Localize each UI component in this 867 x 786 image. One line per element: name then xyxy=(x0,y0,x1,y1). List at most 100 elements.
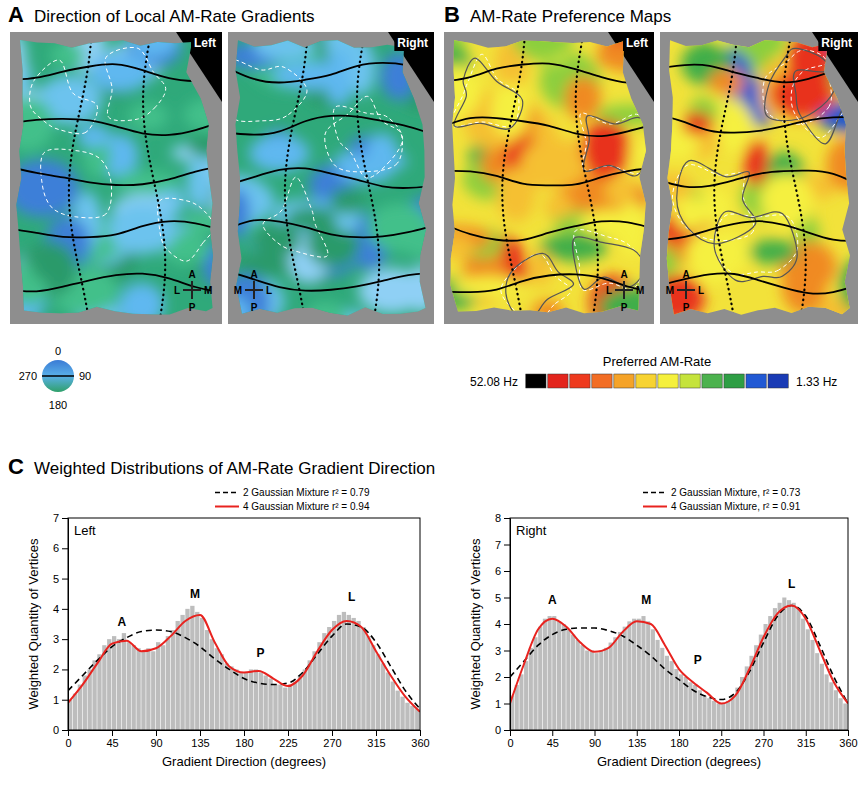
tick: 5 xyxy=(53,573,68,585)
bar xyxy=(787,600,791,730)
tick-mark xyxy=(62,700,68,701)
panel-letter: A xyxy=(8,2,24,27)
bar xyxy=(308,660,312,730)
bar xyxy=(712,701,716,730)
boundary-line xyxy=(10,119,222,135)
annotation-background xyxy=(546,593,559,607)
bar xyxy=(529,648,533,730)
hemisphere-label: Right xyxy=(821,36,852,50)
tick: 360 xyxy=(411,730,429,749)
map-blob xyxy=(381,53,417,101)
map-surface xyxy=(0,11,250,327)
x-axis-title: Gradient Direction (degrees) xyxy=(162,754,326,769)
bar xyxy=(632,619,636,730)
wheel-line xyxy=(42,375,74,377)
region-contour xyxy=(714,214,798,275)
bar xyxy=(562,624,566,730)
tick-label: 7 xyxy=(495,539,501,551)
fit-curve xyxy=(510,605,848,703)
boundary-line xyxy=(228,168,434,188)
bar xyxy=(585,651,589,731)
map-blobs xyxy=(0,11,250,327)
legend-swatch xyxy=(215,492,239,494)
bar xyxy=(820,664,824,730)
bar xyxy=(646,621,650,730)
boundary-line xyxy=(228,271,434,290)
tick: 3 xyxy=(495,645,510,657)
map-blob xyxy=(682,112,713,135)
bar xyxy=(327,627,331,730)
legend: 2 Gaussian Mixture, r² = 0.734 Gaussian … xyxy=(643,487,801,512)
bar xyxy=(73,694,77,730)
bar xyxy=(102,645,106,730)
bar xyxy=(759,635,763,730)
bar xyxy=(239,672,243,730)
colorbar-cell xyxy=(614,374,634,388)
dotted-line xyxy=(714,32,737,324)
bar xyxy=(244,672,248,730)
compass: APML xyxy=(234,269,272,313)
fit-curve xyxy=(510,605,848,703)
gray-contour xyxy=(793,64,861,144)
tick-label: 180 xyxy=(235,737,253,749)
annotation: A xyxy=(548,593,557,607)
tick: 0 xyxy=(495,724,510,736)
compass-label: A xyxy=(682,269,689,280)
gray-contour xyxy=(583,115,650,176)
map-blob xyxy=(129,11,179,58)
bar xyxy=(764,624,768,730)
bar xyxy=(205,630,209,730)
colorbar-cell xyxy=(570,374,590,388)
annotation: M xyxy=(190,587,200,601)
bar xyxy=(176,621,180,730)
bar xyxy=(604,648,608,730)
brain-map: LeftAPLM xyxy=(420,13,674,330)
bar xyxy=(843,704,847,731)
bar xyxy=(595,653,599,730)
tick-label: 2 xyxy=(53,663,59,675)
colorbar-cell xyxy=(526,374,546,388)
tick: 6 xyxy=(53,542,68,554)
bar xyxy=(303,669,307,730)
tick: 0 xyxy=(507,730,513,749)
colorbar-cell xyxy=(658,374,678,388)
annotation-background xyxy=(692,653,704,667)
tick-label: 0 xyxy=(495,724,501,736)
tick-label: 5 xyxy=(53,573,59,585)
boundary-line xyxy=(660,171,858,188)
tick: 135 xyxy=(191,730,209,749)
bar xyxy=(519,674,523,730)
bar xyxy=(839,698,843,730)
bar xyxy=(627,621,631,730)
bar xyxy=(391,682,395,730)
tick: 2 xyxy=(495,671,510,683)
axis-line xyxy=(511,731,849,737)
tick: 1 xyxy=(495,698,510,710)
bar xyxy=(122,633,126,730)
bar xyxy=(166,636,170,730)
bar xyxy=(768,616,772,730)
map-blob xyxy=(532,300,564,325)
bar xyxy=(366,636,370,730)
annotation: A xyxy=(117,615,126,629)
boundary-line xyxy=(660,115,858,133)
dotted-line xyxy=(502,32,525,324)
bar xyxy=(660,648,664,730)
tick-mark xyxy=(244,730,245,736)
bar xyxy=(778,603,782,730)
tick: 315 xyxy=(797,730,815,749)
tick-mark xyxy=(504,624,510,625)
boundary-line xyxy=(660,63,858,82)
bar xyxy=(136,648,140,730)
map-blob xyxy=(225,188,249,238)
bar xyxy=(825,674,829,730)
chart-title: Left xyxy=(74,523,96,538)
bar xyxy=(210,639,214,730)
plot-frame xyxy=(68,518,420,730)
boundary-line xyxy=(660,221,858,241)
tick: 180 xyxy=(235,730,253,749)
legend-label: 4 Gaussian Mixture, r² = 0.91 xyxy=(671,501,801,512)
wheel-disc xyxy=(42,360,74,392)
bar xyxy=(97,654,101,730)
tick-label: 270 xyxy=(755,737,773,749)
